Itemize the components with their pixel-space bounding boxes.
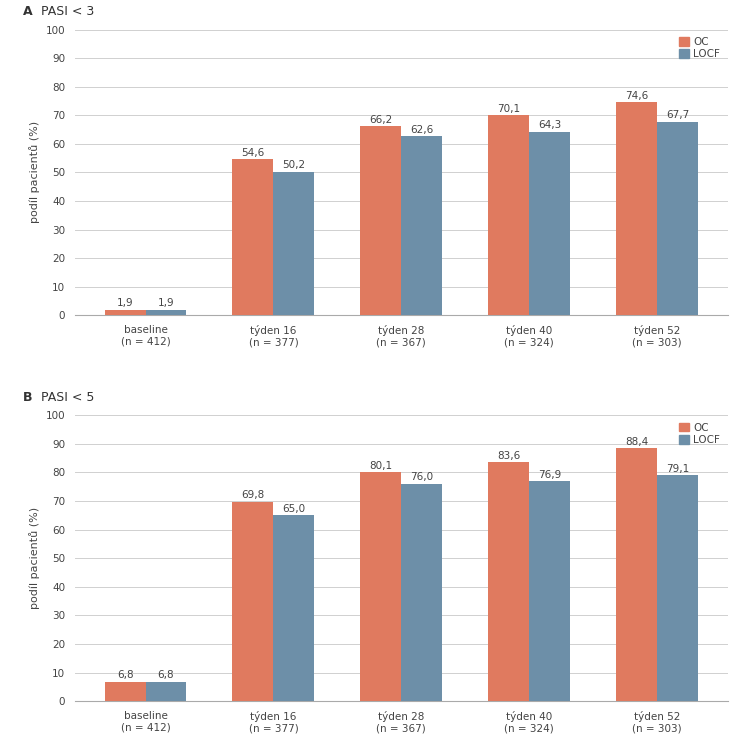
Text: 66,2: 66,2: [369, 114, 392, 125]
Bar: [232, 159, 274, 315]
Bar: [274, 172, 314, 315]
Text: 69,8: 69,8: [242, 490, 265, 500]
Text: 83,6: 83,6: [497, 451, 520, 461]
Bar: [488, 462, 529, 701]
Text: PASI < 3: PASI < 3: [32, 5, 94, 18]
Text: 74,6: 74,6: [625, 91, 648, 100]
Text: 54,6: 54,6: [242, 148, 265, 158]
Bar: [105, 682, 146, 701]
Bar: [529, 481, 570, 701]
Bar: [360, 126, 401, 315]
Text: 62,6: 62,6: [410, 125, 434, 135]
Text: PASI < 5: PASI < 5: [32, 391, 94, 404]
Bar: [616, 449, 657, 701]
Y-axis label: podíl pacientů (%): podíl pacientů (%): [29, 121, 40, 224]
Text: 6,8: 6,8: [117, 670, 134, 680]
Bar: [146, 682, 187, 701]
Bar: [401, 484, 442, 701]
Text: 1,9: 1,9: [158, 298, 174, 308]
Bar: [488, 115, 529, 315]
Text: 1,9: 1,9: [117, 298, 134, 308]
Bar: [657, 122, 698, 315]
Text: 76,9: 76,9: [538, 470, 561, 480]
Text: B: B: [22, 391, 32, 404]
Bar: [146, 310, 187, 315]
Text: 70,1: 70,1: [497, 103, 520, 114]
Bar: [274, 515, 314, 701]
Bar: [232, 502, 274, 701]
Text: 80,1: 80,1: [369, 461, 392, 471]
Text: 50,2: 50,2: [282, 160, 305, 170]
Bar: [529, 131, 570, 315]
Bar: [360, 472, 401, 701]
Text: 65,0: 65,0: [282, 504, 305, 514]
Legend: OC, LOCF: OC, LOCF: [676, 35, 722, 61]
Text: 67,7: 67,7: [666, 111, 689, 120]
Legend: OC, LOCF: OC, LOCF: [676, 421, 722, 447]
Text: 76,0: 76,0: [410, 472, 434, 483]
Bar: [401, 137, 442, 315]
Text: 64,3: 64,3: [538, 120, 561, 130]
Bar: [657, 475, 698, 701]
Text: 88,4: 88,4: [625, 437, 648, 447]
Bar: [105, 310, 146, 315]
Text: A: A: [22, 5, 32, 18]
Y-axis label: podíl pacientů (%): podíl pacientů (%): [29, 507, 40, 610]
Text: 6,8: 6,8: [158, 670, 174, 680]
Bar: [616, 102, 657, 315]
Text: 79,1: 79,1: [666, 463, 689, 474]
